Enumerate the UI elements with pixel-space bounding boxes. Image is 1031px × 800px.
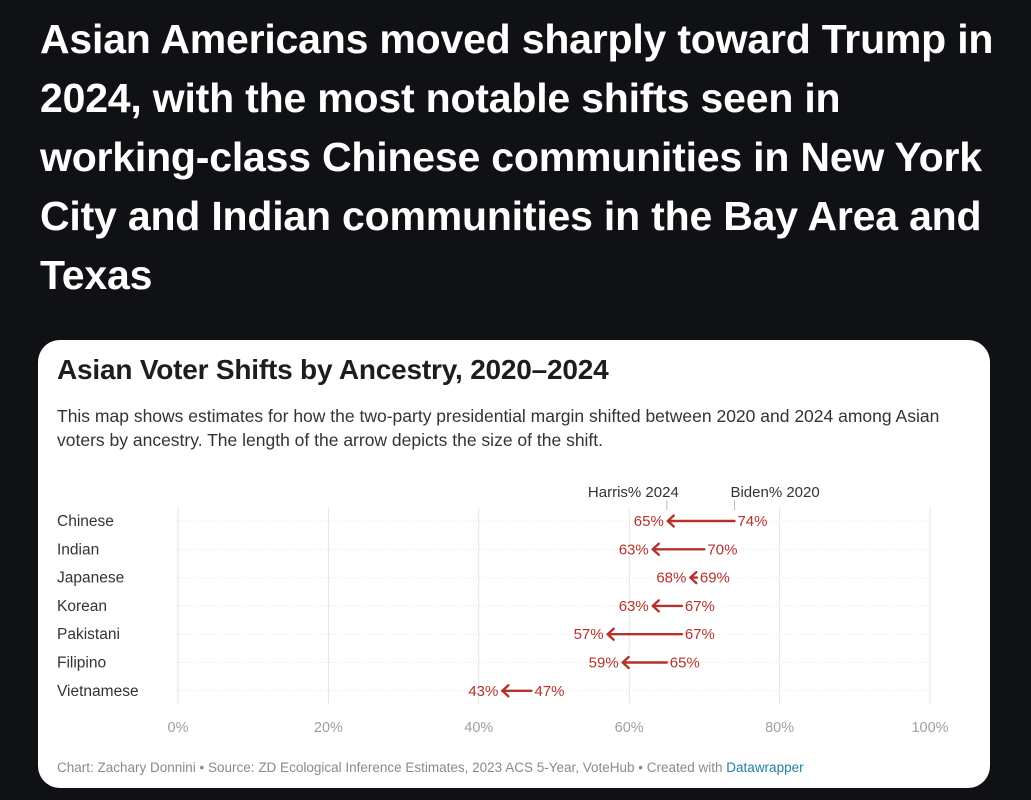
value-label-2024: 57%	[574, 626, 604, 643]
x-tick-label: 80%	[765, 720, 794, 736]
category-label: Korean	[57, 598, 107, 615]
x-tick-label: 60%	[615, 720, 644, 736]
datawrapper-link[interactable]: Datawrapper	[726, 760, 804, 775]
x-tick-label: 40%	[464, 720, 493, 736]
value-label-2024: 63%	[619, 541, 649, 558]
value-label-2020: 47%	[534, 683, 564, 700]
category-label: Pakistani	[57, 626, 120, 643]
value-label-2024: 59%	[589, 655, 619, 672]
value-label-2020: 67%	[685, 598, 715, 615]
chart-description: This map shows estimates for how the two…	[57, 406, 940, 450]
footer-credit: Chart: Zachary Donnini • Source: ZD Ecol…	[57, 760, 727, 775]
category-label: Vietnamese	[57, 683, 139, 700]
arrow-head	[606, 627, 615, 641]
legend-label: Harris% 2024	[588, 484, 679, 501]
x-tick-label: 0%	[168, 720, 189, 736]
category-label: Chinese	[57, 513, 114, 530]
arrow-head	[666, 514, 675, 528]
chart-card: Asian Voter Shifts by Ancestry, 2020–202…	[38, 340, 990, 788]
value-label-2020: 65%	[670, 655, 700, 672]
chart-footer: Chart: Zachary Donnini • Source: ZD Ecol…	[57, 760, 804, 775]
category-label: Indian	[57, 541, 99, 558]
legend-label: Biden% 2020	[730, 484, 819, 501]
arrow-head	[501, 684, 510, 698]
value-label-2024: 63%	[619, 598, 649, 615]
category-label: Filipino	[57, 655, 106, 672]
arrow-head	[621, 655, 630, 670]
category-label: Japanese	[57, 570, 124, 587]
arrow-head	[651, 599, 660, 613]
x-tick-label: 20%	[314, 720, 343, 736]
value-label-2020: 67%	[685, 626, 715, 643]
value-label-2024: 43%	[468, 683, 498, 700]
chart-title: Asian Voter Shifts by Ancestry, 2020–202…	[57, 354, 609, 385]
value-label-2020: 74%	[737, 513, 767, 530]
arrow-head	[651, 542, 660, 557]
value-label-2024: 68%	[656, 570, 686, 587]
value-label-2020: 69%	[700, 570, 730, 587]
arrow-chart: Chinese Indian Japanese Korean Pakistani Fili…	[57, 484, 949, 736]
x-tick-label: 100%	[911, 720, 948, 736]
arrow-head	[689, 570, 698, 585]
headline: Asian Americans moved sharply toward Tru…	[40, 16, 994, 298]
value-label-2020: 70%	[707, 541, 737, 558]
value-label-2024: 65%	[634, 513, 664, 530]
